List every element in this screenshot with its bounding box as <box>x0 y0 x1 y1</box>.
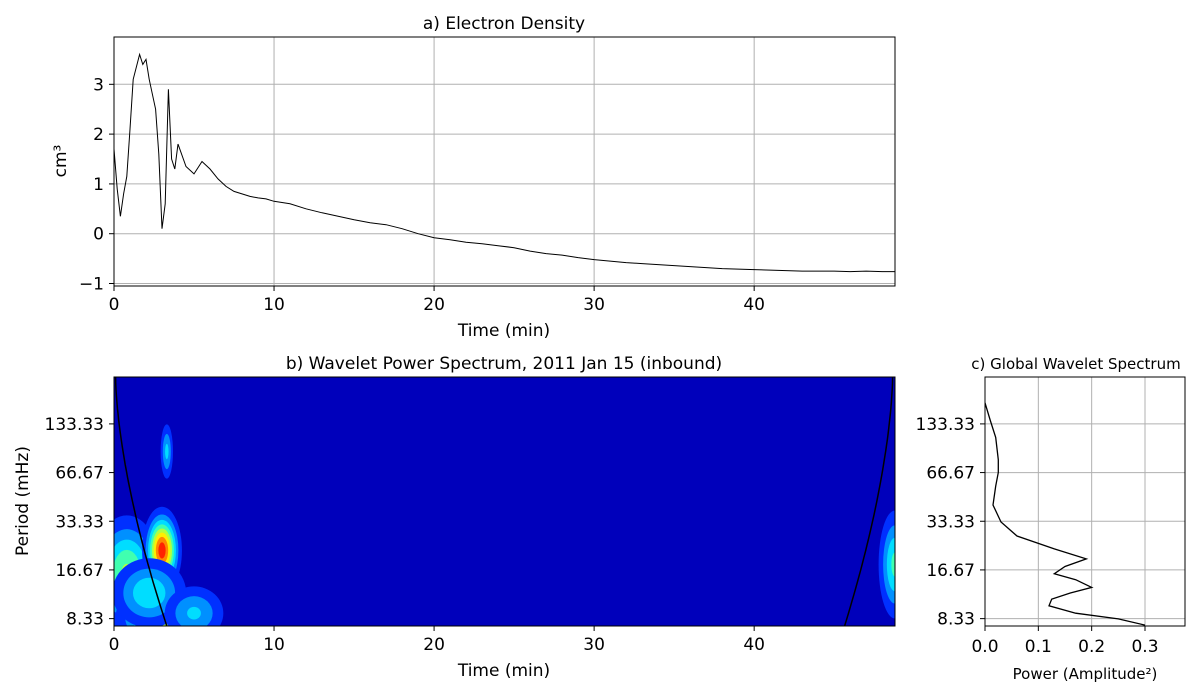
panel-a-title: a) Electron Density <box>423 14 585 34</box>
panel-a-xtick-label-2: 20 <box>423 295 445 315</box>
panel-a-ylabel: cm³ <box>51 145 71 178</box>
panel-b-ytick-label-4: 133.33 <box>45 415 104 435</box>
panel-c-ytick-label-0: 8.33 <box>937 610 975 630</box>
panel-b-xtick-label-1: 10 <box>263 635 285 655</box>
panel-a-xtick-label-1: 10 <box>263 295 285 315</box>
panel-c-spectrum-line <box>985 403 1145 625</box>
panel-c-xlabel: Power (Amplitude²) <box>1013 665 1158 683</box>
panel-c-global-spectrum: c) Global Wavelet Spectrum 0.0 0.1 0.2 0.3 8… <box>916 355 1185 683</box>
panel-a-xlabel: Time (min) <box>457 321 550 341</box>
panel-c-title: c) Global Wavelet Spectrum <box>971 355 1180 373</box>
panel-c-xtick-label-0: 0.0 <box>971 637 998 657</box>
panel-c-ytick-label-3: 66.67 <box>926 464 975 484</box>
panel-c-ytick-label-2: 33.33 <box>926 512 975 532</box>
panel-a-xtick-label-3: 30 <box>583 295 605 315</box>
panel-b-xtick-label-4: 40 <box>743 635 765 655</box>
panel-b-contour-4-3 <box>133 578 165 609</box>
panel-b-ytick-label-1: 16.67 <box>55 561 104 581</box>
panel-a-density-line <box>114 54 895 271</box>
panel-b-ytick-label-2: 33.33 <box>55 512 104 532</box>
panel-a-xtick-label-4: 40 <box>743 295 765 315</box>
panel-c-ticks: 0.0 0.1 0.2 0.3 8.33 16.67 33.33 66.67 133.33 <box>916 415 1159 657</box>
panel-a-ytick-label-1: 0 <box>93 225 104 245</box>
panel-b-contour-5-3 <box>187 607 201 620</box>
panel-a-ytick-label-2: 1 <box>93 175 104 195</box>
panel-b-background <box>114 377 895 626</box>
panel-b-contour-1-8 <box>158 542 165 558</box>
panel-c-xtick-label-1: 0.1 <box>1025 637 1052 657</box>
panel-b-wavelet-power: b) Wavelet Power Spectrum, 2011 Jan 15 (… <box>13 354 911 681</box>
panel-b-title: b) Wavelet Power Spectrum, 2011 Jan 15 (… <box>286 354 722 374</box>
panel-c-ytick-label-4: 133.33 <box>916 415 975 435</box>
panel-c-ytick-label-1: 16.67 <box>926 561 975 581</box>
panel-b-contour-2-3 <box>165 444 168 459</box>
panel-c-xtick-label-2: 0.2 <box>1078 637 1105 657</box>
panel-b-xtick-label-0: 0 <box>109 635 120 655</box>
panel-a-ytick-label-0: −1 <box>79 275 104 295</box>
panel-b-xlabel: Time (min) <box>457 661 550 681</box>
panel-b-ylabel: Period (mHz) <box>13 446 33 556</box>
panel-b-xtick-label-3: 30 <box>583 635 605 655</box>
panel-a-xtick-label-0: 0 <box>109 295 120 315</box>
panel-a-ytick-label-3: 2 <box>93 125 104 145</box>
panel-b-ytick-label-0: 8.33 <box>66 610 104 630</box>
panel-b-ytick-label-3: 66.67 <box>55 464 104 484</box>
panel-b-xtick-label-2: 20 <box>423 635 445 655</box>
panel-a-ytick-label-4: 3 <box>93 75 104 95</box>
panel-a-frame <box>114 37 895 286</box>
panel-a-grid <box>114 37 895 286</box>
panel-c-xtick-label-3: 0.3 <box>1131 637 1158 657</box>
